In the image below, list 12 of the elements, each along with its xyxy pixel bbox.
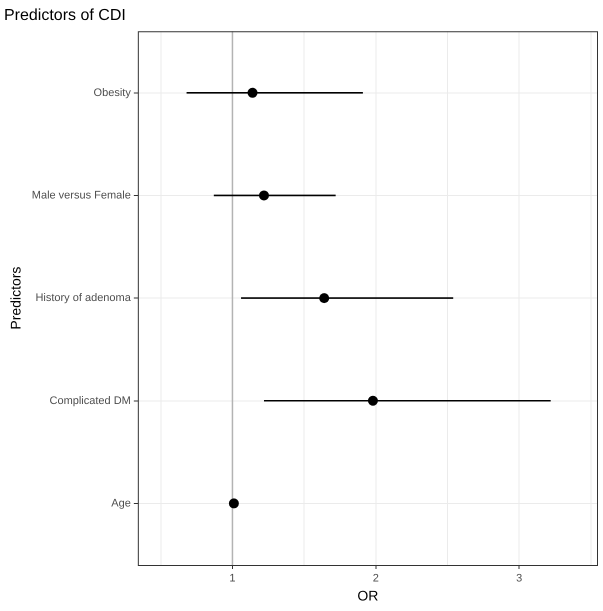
x-tick-label: 3 xyxy=(516,572,522,585)
y-tick-label: Complicated DM xyxy=(50,394,131,407)
y-tick-label: Age xyxy=(111,497,131,510)
x-tick-label: 1 xyxy=(229,572,236,585)
chart-title: Predictors of CDI xyxy=(4,7,126,24)
x-axis-title: OR xyxy=(357,587,378,604)
x-tick-label: 2 xyxy=(372,572,379,585)
y-tick-label: History of adenoma xyxy=(35,292,132,304)
point xyxy=(228,498,239,508)
y-axis-title: Predictors xyxy=(7,266,24,330)
y-tick-label: Male versus Female xyxy=(32,189,131,202)
y-tick-label: Obesity xyxy=(94,86,132,99)
